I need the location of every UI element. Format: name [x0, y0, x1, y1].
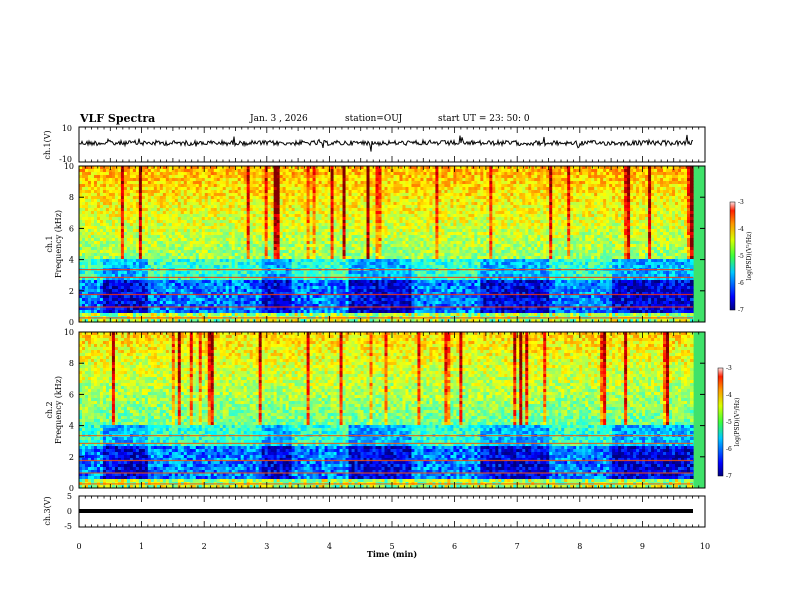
ch1-waveform-line — [79, 135, 693, 152]
ch1-ytick-label: 10 — [62, 124, 72, 133]
ch1-waveform-ylabel: ch.1(V) — [43, 130, 52, 159]
ch1-waveform-panel: 10 -10 ch.1(V) — [43, 124, 705, 164]
